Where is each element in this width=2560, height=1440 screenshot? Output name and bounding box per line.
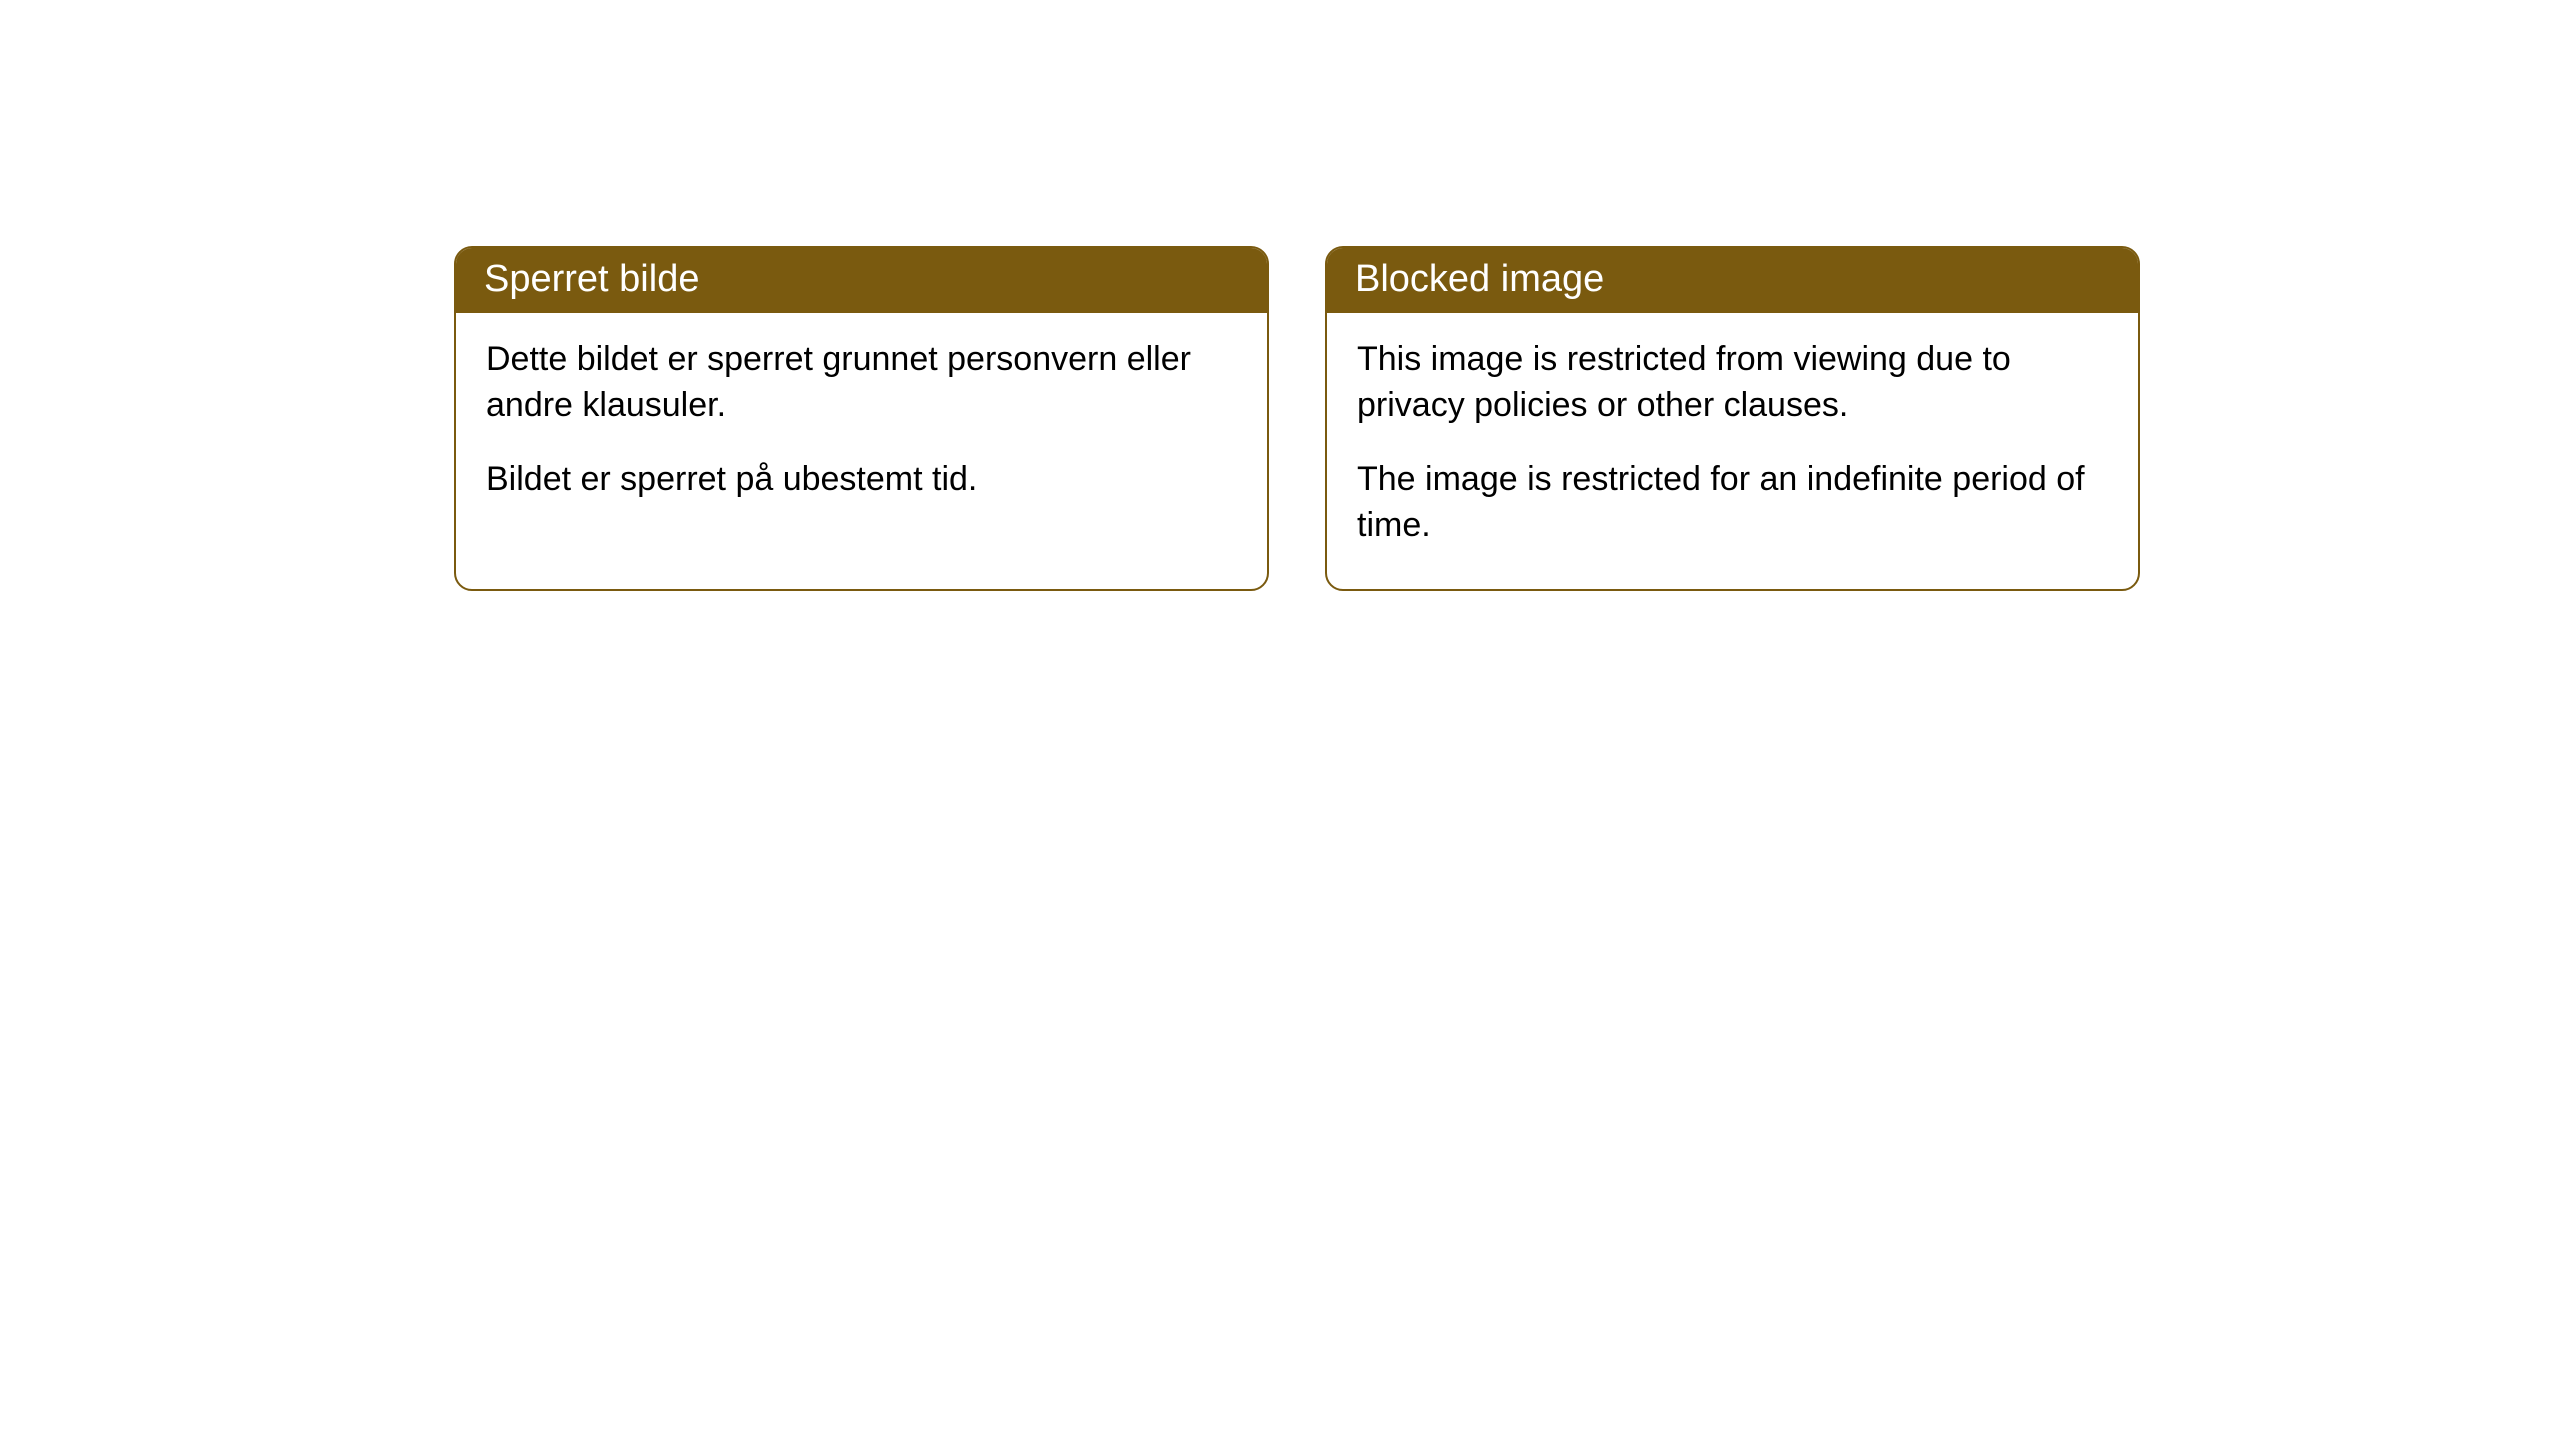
card-header: Sperret bilde <box>456 248 1267 313</box>
card-body-text: This image is restricted from viewing du… <box>1357 337 2108 429</box>
notice-cards-container: Sperret bilde Dette bildet er sperret gr… <box>0 0 2560 591</box>
notice-card-english: Blocked image This image is restricted f… <box>1325 246 2140 591</box>
card-body: This image is restricted from viewing du… <box>1327 313 2138 589</box>
card-header: Blocked image <box>1327 248 2138 313</box>
card-body-text: Dette bildet er sperret grunnet personve… <box>486 337 1237 429</box>
card-body-text: The image is restricted for an indefinit… <box>1357 457 2108 549</box>
notice-card-norwegian: Sperret bilde Dette bildet er sperret gr… <box>454 246 1269 591</box>
card-body: Dette bildet er sperret grunnet personve… <box>456 313 1267 543</box>
card-body-text: Bildet er sperret på ubestemt tid. <box>486 457 1237 503</box>
